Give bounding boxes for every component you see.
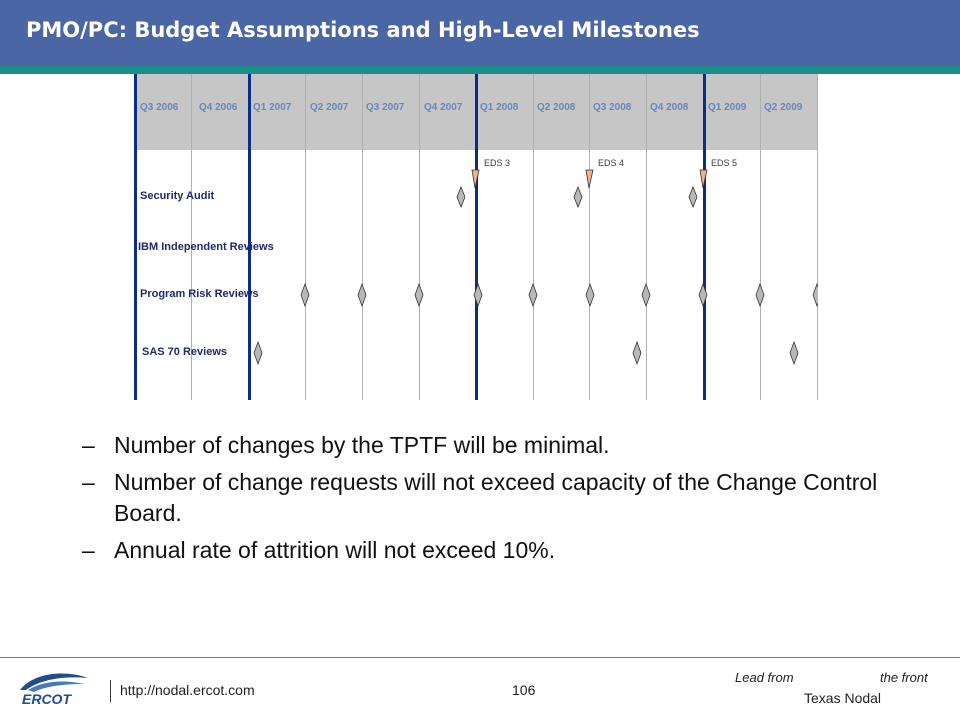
assumptions-list: – Number of changes by the TPTF will be … [82,430,942,572]
period-divider-line [248,74,251,400]
quarter-label: Q2 2009 [764,102,803,113]
quarter-label: Q1 2007 [253,102,292,113]
quarter-label: Q1 2009 [708,102,747,113]
milestone-diamond [528,282,538,308]
quarter-label: Q1 2008 [480,102,519,113]
bullet-item: – Annual rate of attrition will not exce… [82,535,942,566]
quarter-grid-line [760,74,761,400]
milestone-diamond [573,185,583,209]
milestone-diamond [812,282,818,308]
milestone-diamond [300,282,310,308]
row-label-security-audit: Security Audit [140,190,215,202]
quarter-label: Q4 2007 [424,102,463,113]
quarter-label: Q4 2006 [199,102,238,113]
milestone-diamond [698,282,708,308]
footer-separator [110,680,111,702]
quarter-label: Q2 2008 [537,102,576,113]
bullet-text: Number of change requests will not excee… [114,469,878,526]
footer-tagline-right: the front [880,670,928,685]
quarter-label: Q4 2008 [650,102,689,113]
eds-label: EDS 4 [598,158,625,168]
bullet-item: – Number of changes by the TPTF will be … [82,430,942,461]
bullet-text: Number of changes by the TPTF will be mi… [114,432,610,458]
row-label-risk-reviews: Program Risk Reviews [140,288,259,300]
quarter-grid-line [305,74,306,400]
milestone-diamond [253,340,263,366]
quarter-label: Q3 2008 [593,102,632,113]
row-label-sas70-reviews: SAS 70 Reviews [142,346,227,358]
quarter-label: Q3 2007 [366,102,405,113]
bullet-item: – Number of change requests will not exc… [82,467,942,529]
milestone-timeline: Q3 2006 Q4 2006 Q1 2007 Q2 2007 Q3 2007 … [134,74,818,400]
eds-marker [699,169,708,189]
quarter-label: Q3 2006 [140,102,179,113]
period-divider-line [134,74,137,400]
period-divider-line [475,74,478,400]
milestone-diamond [357,282,367,308]
quarter-grid-line [191,74,192,400]
eds-marker [471,169,480,189]
row-label-ibm-reviews: IBM Independent Reviews [138,241,274,253]
period-divider-line [703,74,706,400]
milestone-diamond [456,185,466,209]
quarter-grid-line [362,74,363,400]
milestone-diamond [585,282,595,308]
milestone-diamond [632,340,642,366]
eds-label: EDS 3 [484,158,511,168]
bullet-dash: – [82,432,95,458]
quarter-grid-line [533,74,534,400]
milestone-diamond [473,282,483,308]
page-number: 106 [512,682,536,698]
footer-program-name: Texas Nodal [804,690,882,706]
milestone-markers [253,169,818,366]
milestone-diamond [414,282,424,308]
page-title: PMO/PC: Budget Assumptions and High-Leve… [26,18,700,42]
logo-text: ERCOT [22,691,72,707]
bullet-dash: – [82,469,95,495]
quarter-label: Q2 2007 [310,102,349,113]
milestone-diamond [688,185,698,209]
footer-tagline-left: Lead from [735,670,794,685]
quarter-grid-line [589,74,590,400]
footer-url[interactable]: http://nodal.ercot.com [120,682,255,698]
header-accent-line [0,66,960,74]
eds-marker [585,169,594,189]
milestone-diamond [641,282,651,308]
title-bar: PMO/PC: Budget Assumptions and High-Leve… [0,0,960,66]
milestone-diamond [755,282,765,308]
bullet-dash: – [82,537,95,563]
eds-label: EDS 5 [711,158,738,168]
ercot-logo: ERCOT [20,673,88,707]
footer-rule [0,657,960,658]
quarter-grid-line [817,74,818,400]
quarter-grid-line [646,74,647,400]
quarter-grid-line [419,74,420,400]
milestone-diamond [789,340,799,366]
bullet-text: Annual rate of attrition will not exceed… [114,537,556,563]
